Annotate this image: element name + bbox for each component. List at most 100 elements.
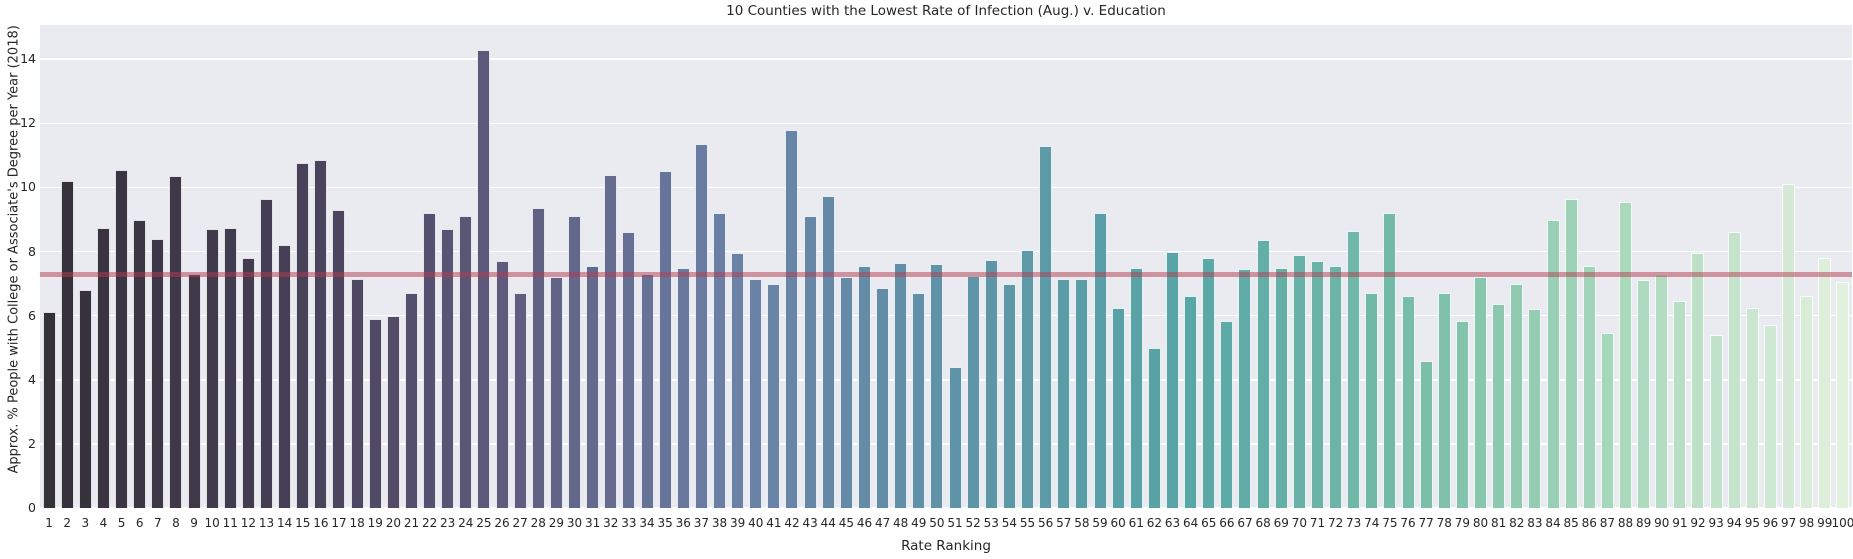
x-tick-label-7: 7 xyxy=(153,516,162,530)
bar-rank-17 xyxy=(332,209,346,508)
x-tick-label-3: 3 xyxy=(81,516,90,530)
x-tick-label-76: 76 xyxy=(1400,516,1416,530)
x-tick-label-40: 40 xyxy=(748,516,764,530)
x-tick-label-21: 21 xyxy=(403,516,420,530)
y-tick-label-10: 10 xyxy=(20,179,36,195)
bar-rank-99 xyxy=(1818,258,1832,508)
bar-rank-13 xyxy=(260,198,273,508)
x-tick-label-10: 10 xyxy=(204,516,220,530)
y-tick-label-12: 12 xyxy=(20,115,36,131)
bar-rank-81 xyxy=(1492,304,1506,508)
x-tick-label-74: 74 xyxy=(1364,516,1380,530)
gridline-y-10 xyxy=(40,186,1852,189)
bar-rank-61 xyxy=(1129,267,1143,508)
bar-rank-38 xyxy=(713,213,726,508)
bar-rank-70 xyxy=(1292,254,1306,508)
gridline-y-0 xyxy=(40,507,1852,509)
bar-rank-32 xyxy=(604,174,618,508)
bar-rank-71 xyxy=(1310,261,1324,508)
bar-rank-60 xyxy=(1111,307,1125,508)
y-tick-label-14: 14 xyxy=(20,51,36,67)
bar-rank-24 xyxy=(459,216,473,508)
x-tick-label-30: 30 xyxy=(566,516,583,530)
bar-rank-4 xyxy=(96,227,110,508)
x-tick-label-18: 18 xyxy=(349,516,365,530)
x-tick-label-58: 58 xyxy=(1074,516,1090,530)
bar-rank-21 xyxy=(404,293,418,508)
bar-rank-82 xyxy=(1510,283,1524,508)
bar-rank-1 xyxy=(42,312,56,508)
x-tick-label-92: 92 xyxy=(1690,516,1706,530)
x-tick-label-89: 89 xyxy=(1635,516,1652,530)
x-tick-label-35: 35 xyxy=(657,516,673,530)
bar-rank-78 xyxy=(1437,293,1451,508)
y-tick-label-4: 4 xyxy=(28,371,36,387)
bar-rank-93 xyxy=(1709,334,1723,508)
x-tick-label-85: 85 xyxy=(1563,516,1579,530)
gridline-y-8 xyxy=(40,250,1852,253)
x-tick-label-45: 45 xyxy=(838,516,854,530)
bar-rank-80 xyxy=(1474,277,1488,508)
x-tick-label-48: 48 xyxy=(893,516,909,530)
bar-rank-2 xyxy=(60,181,74,508)
x-tick-label-100: 100 xyxy=(1831,516,1853,530)
x-tick-label-4: 4 xyxy=(99,516,108,530)
x-tick-label-42: 42 xyxy=(784,516,800,530)
bar-rank-56 xyxy=(1039,145,1053,508)
bar-rank-44 xyxy=(821,195,835,508)
x-tick-label-28: 28 xyxy=(530,516,546,530)
plot-area xyxy=(40,25,1852,509)
x-tick-label-95: 95 xyxy=(1744,516,1760,530)
bar-rank-11 xyxy=(223,227,237,508)
bar-rank-26 xyxy=(495,261,509,508)
bar-rank-33 xyxy=(622,232,636,508)
x-tick-label-13: 13 xyxy=(258,516,275,530)
x-tick-label-11: 11 xyxy=(222,516,238,530)
x-tick-label-55: 55 xyxy=(1019,516,1036,530)
bar-rank-97 xyxy=(1782,184,1796,508)
x-tick-label-63: 63 xyxy=(1164,516,1181,530)
bar-rank-3 xyxy=(78,290,92,508)
x-tick-label-44: 44 xyxy=(820,516,836,530)
bar-rank-55 xyxy=(1021,249,1035,508)
x-tick-label-56: 56 xyxy=(1038,516,1054,530)
x-tick-label-31: 31 xyxy=(585,516,601,530)
bar-rank-92 xyxy=(1691,253,1705,508)
x-tick-label-71: 71 xyxy=(1309,516,1326,530)
x-tick-label-90: 90 xyxy=(1654,516,1670,530)
x-tick-label-38: 38 xyxy=(711,516,728,530)
bar-rank-83 xyxy=(1528,309,1542,508)
bar-rank-89 xyxy=(1637,280,1651,508)
bar-rank-72 xyxy=(1329,266,1343,508)
x-tick-label-46: 46 xyxy=(856,516,873,530)
x-tick-label-68: 68 xyxy=(1255,516,1271,530)
bar-rank-9 xyxy=(187,274,201,508)
bar-rank-23 xyxy=(441,229,455,508)
bar-rank-6 xyxy=(133,219,147,508)
x-tick-label-72: 72 xyxy=(1327,516,1344,530)
x-tick-label-25: 25 xyxy=(476,516,492,530)
x-tick-label-78: 78 xyxy=(1436,516,1452,530)
x-tick-label-53: 53 xyxy=(983,516,999,530)
gridline-y-14 xyxy=(40,58,1852,61)
bar-rank-69 xyxy=(1274,267,1288,508)
bar-rank-64 xyxy=(1184,296,1198,508)
bar-rank-73 xyxy=(1347,230,1361,508)
x-tick-label-94: 94 xyxy=(1726,516,1742,530)
bar-rank-7 xyxy=(151,238,165,508)
y-tick-label-2: 2 xyxy=(28,435,36,451)
bar-rank-84 xyxy=(1546,219,1560,508)
bar-rank-76 xyxy=(1401,296,1415,508)
bar-rank-54 xyxy=(1002,283,1016,508)
x-tick-label-49: 49 xyxy=(911,516,927,530)
x-tick-label-1: 1 xyxy=(45,516,53,530)
bar-rank-40 xyxy=(749,278,763,508)
bar-rank-77 xyxy=(1419,360,1433,508)
x-tick-label-24: 24 xyxy=(458,516,474,530)
x-tick-label-32: 32 xyxy=(603,516,619,530)
bar-rank-8 xyxy=(169,176,183,508)
x-tick-label-70: 70 xyxy=(1291,516,1307,530)
x-tick-label-81: 81 xyxy=(1491,516,1507,530)
x-tick-label-23: 23 xyxy=(440,516,456,530)
x-tick-label-87: 87 xyxy=(1599,516,1616,530)
